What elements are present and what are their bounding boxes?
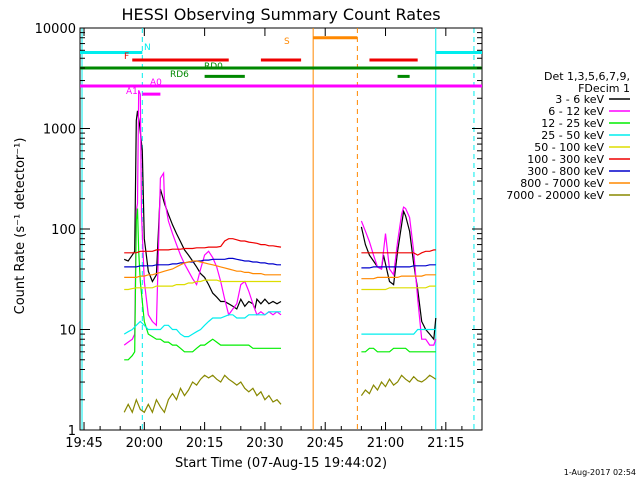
x-tick-label-2: 20:15 <box>186 436 223 451</box>
series-line-0 <box>123 110 437 341</box>
flags-layer: N F RD0 RD6 A0 A1 S <box>80 28 482 430</box>
series-line-4 <box>124 279 436 291</box>
legend-label-8: 7000 - 20000 keV <box>506 189 604 202</box>
y-tick-label-4: 10000 <box>35 22 76 37</box>
axes-layer: 19:45 20:00 20:15 20:30 20:45 21:00 21:15 1 10 10… <box>35 22 483 451</box>
series-line-6 <box>124 257 436 269</box>
flag-label-rd6: RD6 <box>170 70 189 80</box>
legend-label-6: 300 - 800 keV <box>527 165 604 178</box>
x-tick-label-0: 19:45 <box>65 436 102 451</box>
series-line-5 <box>124 238 436 256</box>
x-tick-label-3: 20:30 <box>246 436 283 451</box>
x-tick-label-6: 21:15 <box>427 436 464 451</box>
flag-label-a0: A0 <box>150 78 162 88</box>
series-line-2 <box>124 208 436 361</box>
y-tick-label-3: 1000 <box>43 123 76 138</box>
y-axis-label: Count Rate (s⁻¹ detector⁻¹) <box>13 138 28 315</box>
series-line-8 <box>123 374 437 414</box>
footer-date: 1-Aug-2017 02:54 <box>564 468 636 477</box>
plot-area <box>79 27 483 431</box>
plot-frame <box>79 27 483 431</box>
flag-label-rd0: RD0 <box>204 62 223 72</box>
legend-label-0: 3 - 6 keV <box>555 93 604 106</box>
series-line-1 <box>123 90 437 346</box>
legend-label-7: 800 - 7000 keV <box>520 177 604 190</box>
legend-label-2: 12 - 25 keV <box>541 117 604 130</box>
x-tick-label-4: 20:45 <box>306 436 343 451</box>
flag-label-s: S <box>284 37 290 47</box>
y-tick-label-1: 10 <box>59 324 76 339</box>
series-layer <box>123 90 437 414</box>
flag-label-n: N <box>144 43 151 53</box>
x-tick-label-1: 20:00 <box>126 436 163 451</box>
x-axis-label: Start Time (07-Aug-15 19:44:02) <box>175 456 387 471</box>
y-tick-label-2: 100 <box>51 223 76 238</box>
series-line-7 <box>124 260 436 280</box>
legend-label-4: 50 - 100 keV <box>534 141 604 154</box>
chart-title: HESSI Observing Summary Count Rates <box>121 5 440 24</box>
legend-title-1: Det 1,3,5,6,7,9, <box>544 70 630 83</box>
flag-label-f: F <box>124 52 129 62</box>
x-tick-label-5: 21:00 <box>367 436 404 451</box>
y-tick-label-0: 1 <box>68 424 76 439</box>
legend-label-3: 25 - 50 keV <box>541 129 604 142</box>
legend-label-1: 6 - 12 keV <box>548 105 604 118</box>
legend-label-5: 100 - 300 keV <box>527 153 604 166</box>
flag-label-a1: A1 <box>126 87 138 97</box>
series-line-3 <box>123 311 436 338</box>
legend-title-2: FDecim 1 <box>578 82 630 95</box>
